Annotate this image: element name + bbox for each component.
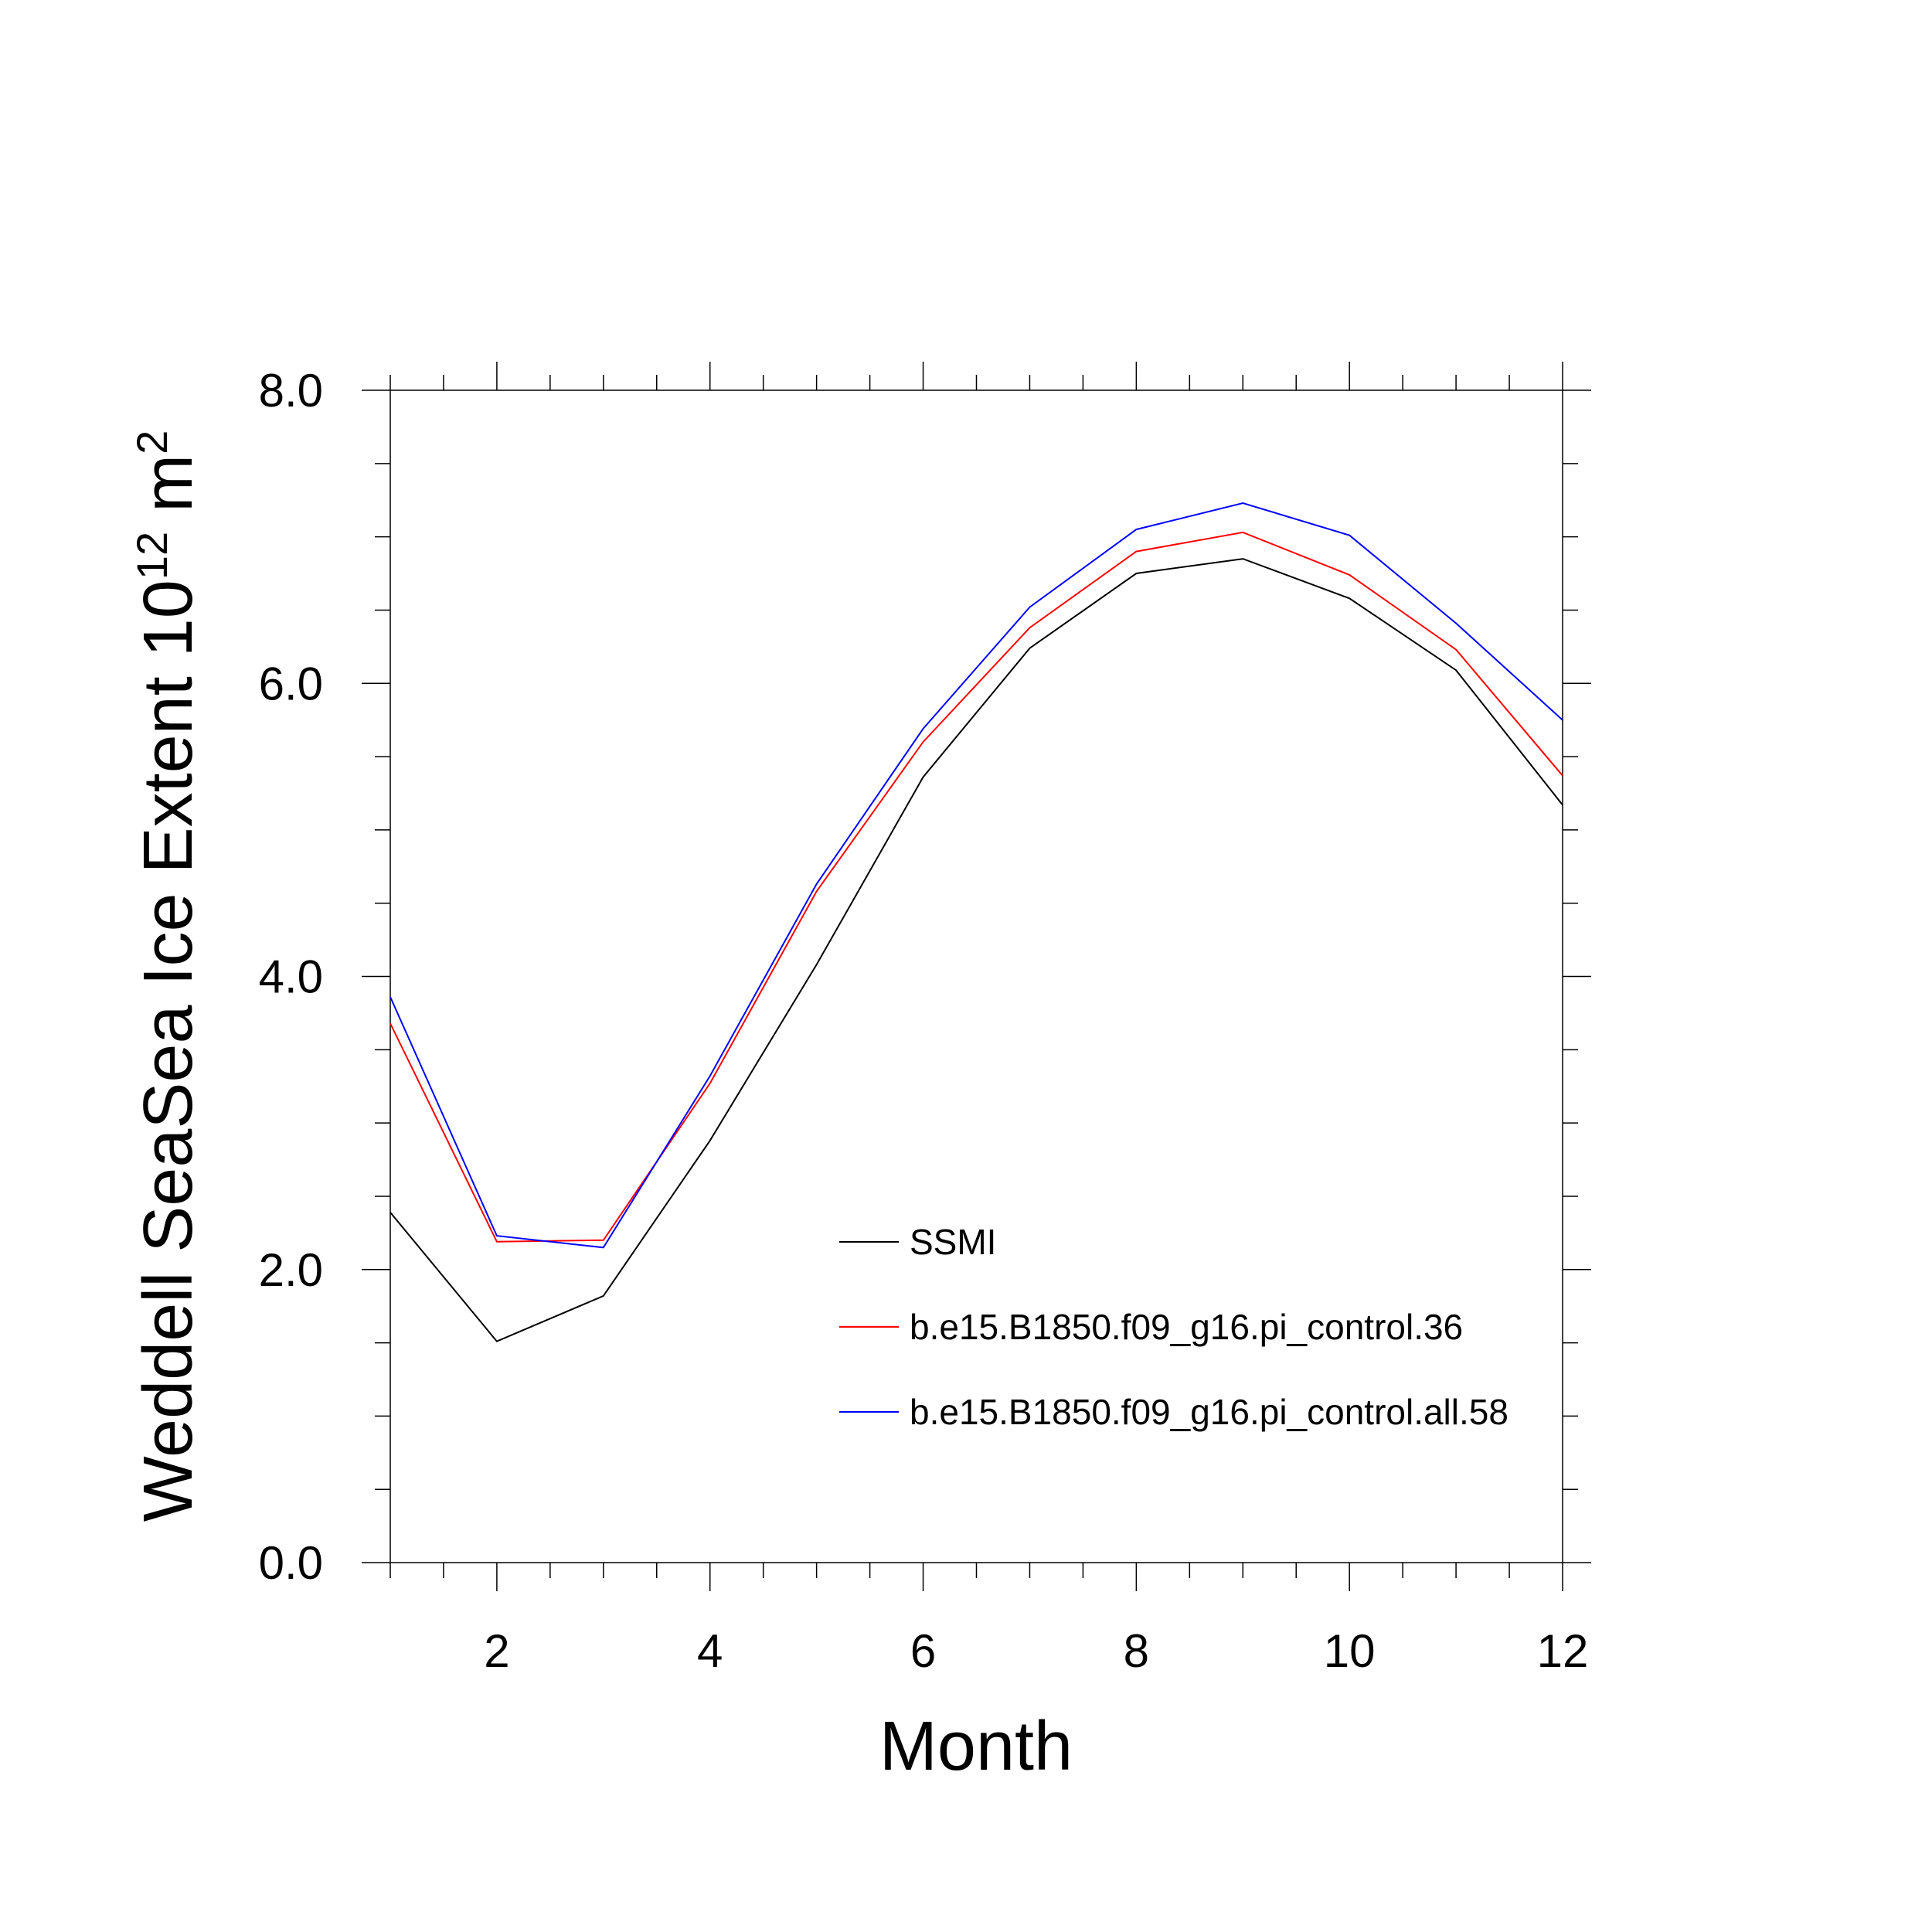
- x-tick-label: 10: [1324, 1625, 1376, 1677]
- y-axis-title-exponent: 12: [128, 532, 176, 580]
- legend: SSMI b.e15.B1850.f09_g16.pi_control.36 b.e…: [839, 1222, 1509, 1432]
- x-axis-ticks: 2 4 6 8 10 12: [389, 362, 1589, 1677]
- y-axis-title-unit-exponent: 2: [128, 430, 176, 454]
- x-axis-title: Month: [879, 1708, 1073, 1785]
- y-axis-title: Weddell SeaSea Ice Extent 1012 m2: [128, 430, 207, 1522]
- y-tick-label: 4.0: [259, 951, 323, 1003]
- y-tick-label: 6.0: [259, 658, 323, 709]
- y-tick-label: 8.0: [259, 365, 323, 417]
- legend-label-3: b.e15.B1850.f09_g16.pi_control.all.58: [910, 1392, 1509, 1432]
- y-tick-label: 0.0: [259, 1537, 323, 1589]
- series-line-2: [389, 531, 1563, 1243]
- x-tick-label: 6: [910, 1625, 936, 1677]
- series-line-3: [389, 502, 1563, 1249]
- series-lines: [389, 502, 1563, 1342]
- legend-label-2: b.e15.B1850.f09_g16.pi_control.36: [910, 1307, 1463, 1347]
- legend-label-1: SSMI: [910, 1222, 996, 1262]
- x-tick-label: 8: [1124, 1625, 1149, 1677]
- y-axis-title-unit: m: [130, 454, 207, 532]
- y-axis-ticks: 0.0 2.0 4.0 6.0 8.0: [259, 365, 1591, 1589]
- x-tick-label: 4: [697, 1625, 723, 1677]
- y-tick-label: 2.0: [259, 1244, 323, 1296]
- y-axis-title-text: Weddell SeaSea Ice Extent 10: [130, 580, 207, 1522]
- x-tick-label: 12: [1537, 1625, 1589, 1677]
- x-tick-label: 2: [484, 1625, 509, 1677]
- series-line-1: [389, 558, 1563, 1342]
